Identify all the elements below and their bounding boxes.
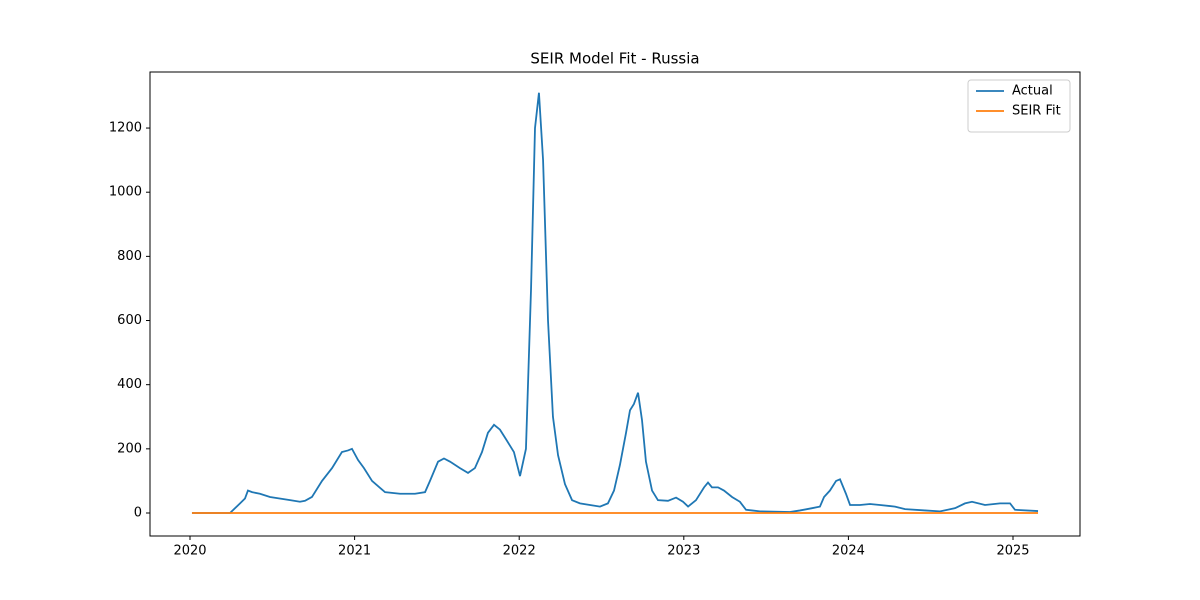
y-tick-label: 0 [134, 505, 142, 520]
x-tick-label: 2023 [667, 544, 700, 559]
x-tick-label: 2025 [996, 544, 1029, 559]
chart-title: SEIR Model Fit - Russia [530, 50, 699, 68]
legend-label: SEIR Fit [1012, 104, 1061, 119]
data-line [191, 92, 1039, 514]
legend-box [967, 79, 1071, 133]
legend-label: Actual [1012, 84, 1053, 99]
y-tick-label: 600 [117, 313, 142, 328]
x-tick-label: 2020 [173, 544, 206, 559]
y-tick-label: 400 [117, 377, 142, 392]
x-tick-label: 2024 [832, 544, 865, 559]
plot-frame [149, 71, 1081, 537]
y-tick-label: 800 [117, 249, 142, 264]
y-tick-label: 1200 [109, 121, 142, 136]
y-tick-label: 1000 [109, 185, 142, 200]
y-tick-label: 200 [117, 441, 142, 456]
x-tick-label: 2022 [503, 544, 536, 559]
x-tick-label: 2021 [338, 544, 371, 559]
